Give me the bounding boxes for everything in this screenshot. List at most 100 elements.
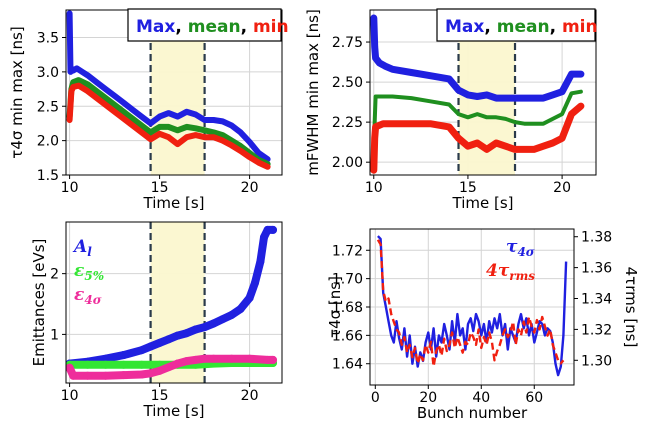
y-tick-label: 1.5 — [37, 168, 59, 184]
data-point-A_l — [260, 233, 268, 242]
legend-entry: ε5% — [74, 261, 104, 283]
data-point-A_l — [227, 310, 236, 319]
series-line-Max — [66, 10, 271, 163]
x-tick-label: 10 — [365, 180, 383, 196]
series-line-Max — [370, 14, 585, 102]
data-point-A_l — [137, 346, 146, 355]
legend-entry: τ4σ — [506, 237, 535, 259]
y-tick-label: 1.66 — [332, 328, 363, 344]
x-tick-label: 15 — [151, 180, 169, 196]
x-axis-label: Time [s] — [143, 194, 205, 212]
y-tick-label: 1.64 — [332, 357, 363, 373]
data-point-ε_4σ — [200, 354, 209, 363]
legend-text: Max, mean, min — [136, 17, 289, 37]
series-line-A_l — [65, 225, 277, 368]
y2-tick-label: 1.36 — [581, 261, 612, 277]
data-point-A_l — [251, 278, 259, 287]
data-point-ε_4σ — [101, 371, 110, 380]
plot-frame — [65, 221, 283, 384]
data-point-A_l — [101, 354, 110, 363]
y-axis-label: mFWHM min max [ns] — [304, 9, 322, 176]
data-point-A_l — [119, 351, 128, 360]
x-tick-label: 20 — [553, 180, 571, 196]
x-tick-label: 10 — [61, 388, 79, 404]
y-tick-label: 2.50 — [332, 75, 363, 91]
data-point-A_l — [236, 304, 245, 313]
y-tick-label: 2.75 — [332, 35, 363, 51]
y-axis-label: Emittances [eVs] — [30, 239, 48, 367]
data-point-A_l — [269, 225, 277, 234]
data-point-ε_4σ — [209, 354, 218, 363]
data-point-A_l — [155, 338, 164, 347]
data-point-ε_4σ — [137, 370, 146, 379]
series-line-mean — [66, 77, 271, 167]
x-axis-label: Time [s] — [452, 194, 514, 212]
legend-box — [436, 8, 596, 42]
x-tick-label: 10 — [61, 180, 79, 196]
legend-entry: 4τrms — [486, 261, 535, 283]
y-tick-label: 3.0 — [37, 65, 59, 81]
data-point-ε_5% — [101, 360, 110, 369]
data-point-ε_4σ — [182, 357, 191, 366]
legend-entry: ε4σ — [74, 285, 102, 307]
y-tick-label: 2.5 — [37, 99, 59, 115]
x-tick-label: 0 — [371, 390, 380, 406]
y2-axis-label: 4τrms [ns] — [622, 267, 640, 348]
data-point-ε_4σ — [146, 369, 155, 378]
x-tick-label: 15 — [459, 180, 477, 196]
data-point-A_l — [164, 335, 173, 344]
y-tick-label: 2.0 — [37, 134, 59, 150]
x-tick-label: 20 — [419, 390, 437, 406]
data-point-ε_5% — [137, 360, 146, 369]
x-tick-label: 15 — [151, 388, 169, 404]
y-tick-label: 2.00 — [332, 155, 363, 171]
data-point-ε_4σ — [173, 359, 182, 368]
y-tick-label: 1 — [50, 327, 59, 343]
y2-tick-label: 1.34 — [581, 292, 612, 308]
y-tick-label: 2 — [50, 267, 59, 283]
data-point-A_l — [200, 323, 209, 332]
data-point-ε_5% — [83, 360, 92, 369]
series-line-min — [370, 102, 585, 174]
y-tick-label: 1.72 — [332, 243, 363, 259]
x-tick-label: 20 — [241, 388, 259, 404]
legend-box — [127, 8, 282, 42]
y2-tick-label: 1.38 — [581, 230, 612, 246]
data-point-ε_4σ — [69, 371, 78, 380]
y-axis-label: τ4σ min max [ns] — [8, 26, 26, 158]
y2-tick-label: 1.32 — [581, 322, 612, 338]
data-point-A_l — [146, 342, 155, 351]
legend-text: Max, mean, min — [445, 17, 598, 37]
chart-4: 0 20 40 60 1.64 1.66 1.68 1.70 1.72 Bunch number 1… — [326, 228, 640, 422]
data-point-ε_4σ — [164, 363, 173, 372]
data-point-ε_4σ — [155, 366, 164, 375]
data-point-ε_4σ — [269, 355, 277, 364]
data-point-A_l — [173, 331, 182, 340]
data-point-A_l — [191, 325, 200, 334]
x-axis-label: Time [s] — [143, 402, 205, 420]
chart-1: 10 15 20 1.5 2.0 2.5 3.0 3.5 Time [s] Max, mean, … — [8, 8, 289, 212]
x-tick-label: 60 — [525, 390, 543, 406]
series-line-4τrms — [376, 239, 565, 368]
data-point-ε_4σ — [245, 354, 254, 363]
data-point-A_l — [256, 257, 265, 266]
data-point-A_l — [245, 293, 254, 302]
y-tick-label: 2.25 — [332, 115, 363, 131]
series-line-min — [66, 82, 271, 170]
series-line-τ4σ — [377, 235, 568, 377]
data-point-A_l — [209, 319, 218, 328]
y-axis-label: τ4σ [ns] — [326, 276, 344, 338]
y-tick-label: 1.68 — [332, 300, 363, 316]
x-axis-label: Bunch number — [417, 404, 528, 422]
series-line-mean — [371, 89, 583, 149]
data-point-ε_4σ — [65, 363, 74, 372]
data-point-A_l — [182, 329, 191, 338]
y-tick-label: 1.70 — [332, 272, 363, 288]
data-point-ε_4σ — [191, 355, 200, 364]
legend-entry: Al — [72, 237, 92, 259]
data-point-ε_4σ — [119, 371, 128, 380]
x-tick-label: 20 — [241, 180, 259, 196]
y2-tick-label: 1.30 — [581, 353, 612, 369]
